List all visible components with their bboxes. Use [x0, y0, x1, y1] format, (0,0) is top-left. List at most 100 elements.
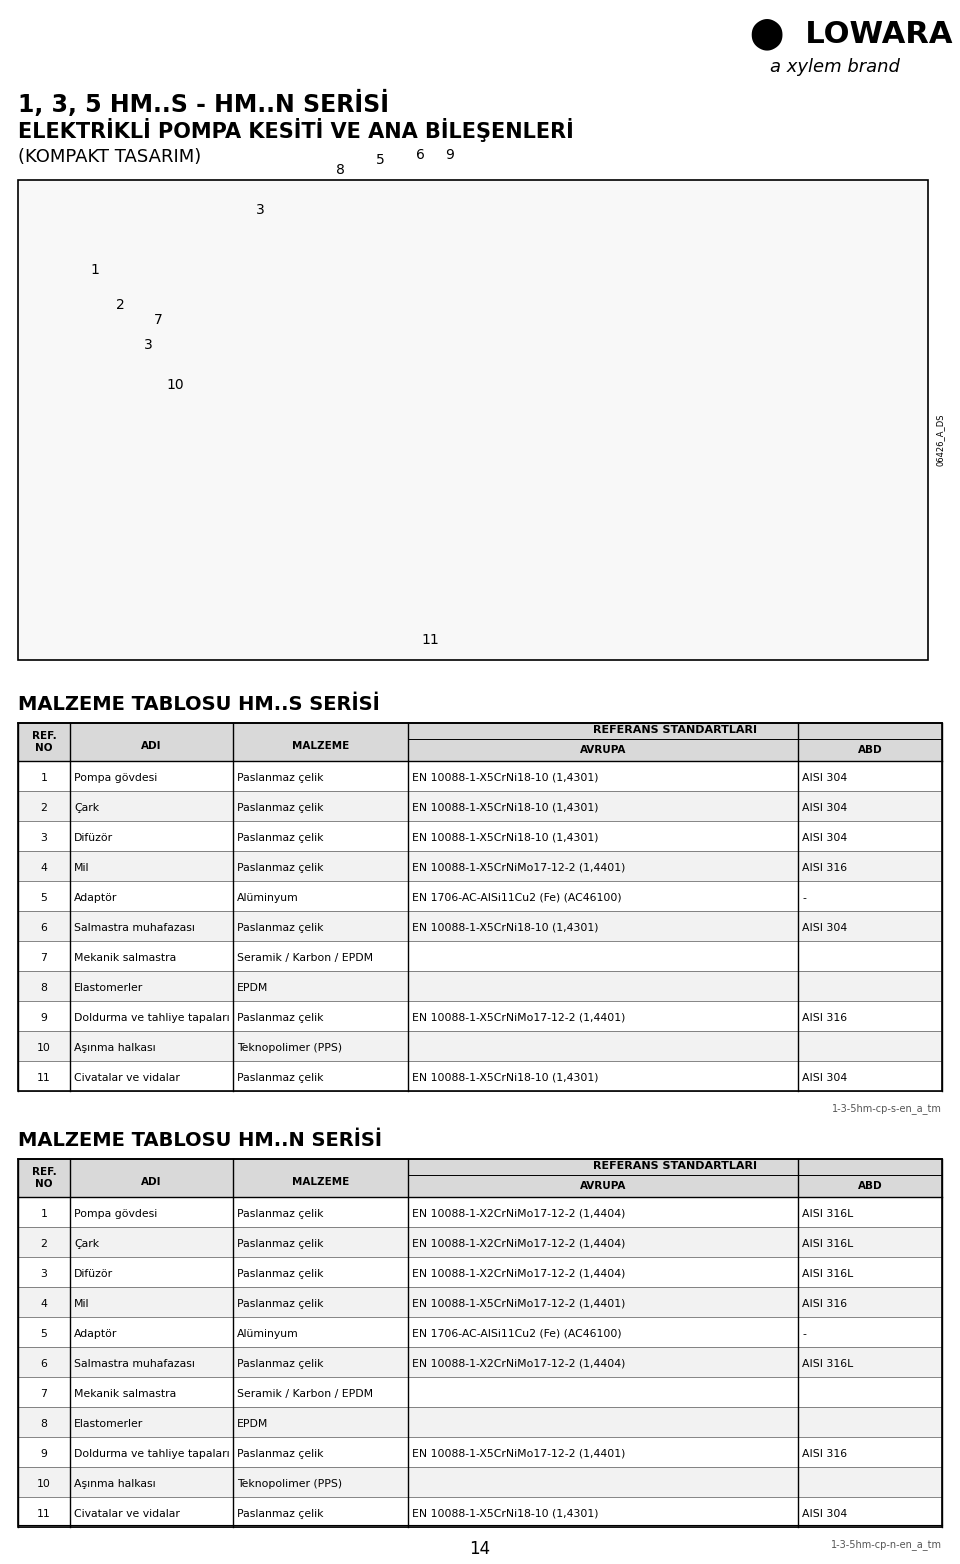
Text: Paslanmaz çelik: Paslanmaz çelik: [237, 1268, 324, 1279]
Text: EN 10088-1-X2CrNiMo17-12-2 (1,4404): EN 10088-1-X2CrNiMo17-12-2 (1,4404): [412, 1359, 625, 1368]
Text: ADI: ADI: [141, 741, 161, 751]
Bar: [18, 942, 942, 971]
Bar: [18, 971, 942, 1001]
Bar: [18, 1497, 942, 1526]
Text: Çark: Çark: [74, 802, 99, 813]
Bar: [18, 881, 942, 910]
Text: Paslanmaz çelik: Paslanmaz çelik: [237, 1359, 324, 1368]
Bar: [18, 1437, 942, 1467]
Text: Adaptör: Adaptör: [74, 893, 117, 902]
Bar: [18, 1467, 942, 1497]
Text: 10: 10: [37, 1480, 51, 1489]
Text: 1: 1: [90, 263, 100, 277]
Text: 5: 5: [375, 153, 384, 167]
Bar: [18, 1347, 942, 1376]
Text: Adaptör: Adaptör: [74, 1329, 117, 1339]
Text: EN 10088-1-X5CrNiMo17-12-2 (1,4401): EN 10088-1-X5CrNiMo17-12-2 (1,4401): [412, 863, 625, 873]
Text: EN 10088-1-X5CrNi18-10 (1,4301): EN 10088-1-X5CrNi18-10 (1,4301): [412, 923, 598, 934]
Text: 6: 6: [40, 1359, 47, 1368]
Text: 8: 8: [336, 163, 345, 177]
Text: AVRUPA: AVRUPA: [580, 1181, 626, 1192]
Text: 1-3-5hm-cp-n-en_a_tm: 1-3-5hm-cp-n-en_a_tm: [831, 1539, 942, 1550]
Text: Mekanik salmastra: Mekanik salmastra: [74, 952, 177, 963]
Text: Pompa gövdesi: Pompa gövdesi: [74, 773, 157, 784]
Bar: [18, 723, 942, 1092]
Text: 1: 1: [40, 1209, 47, 1218]
Text: AISI 316: AISI 316: [802, 1448, 847, 1459]
Text: MALZEME: MALZEME: [292, 1178, 349, 1187]
Bar: [18, 1196, 942, 1228]
Text: AISI 304: AISI 304: [802, 923, 848, 934]
Text: Elastomerler: Elastomerler: [74, 984, 143, 993]
Text: EN 10088-1-X5CrNi18-10 (1,4301): EN 10088-1-X5CrNi18-10 (1,4301): [412, 1509, 598, 1519]
Text: EN 10088-1-X5CrNi18-10 (1,4301): EN 10088-1-X5CrNi18-10 (1,4301): [412, 834, 598, 843]
Text: Paslanmaz çelik: Paslanmaz çelik: [237, 834, 324, 843]
Text: 14: 14: [469, 1541, 491, 1558]
Text: Teknopolimer (PPS): Teknopolimer (PPS): [237, 1043, 342, 1053]
Text: EN 1706-AC-AlSi11Cu2 (Fe) (AC46100): EN 1706-AC-AlSi11Cu2 (Fe) (AC46100): [412, 1329, 622, 1339]
Text: 2: 2: [40, 1239, 47, 1250]
Bar: [18, 1408, 942, 1437]
Bar: [18, 1228, 942, 1257]
Text: REFERANS STANDARTLARI: REFERANS STANDARTLARI: [593, 1160, 757, 1171]
Bar: [18, 1257, 942, 1287]
Text: 3: 3: [144, 338, 153, 352]
Text: EPDM: EPDM: [237, 984, 269, 993]
Text: 7: 7: [154, 313, 162, 327]
Text: 06426_A_DS: 06426_A_DS: [935, 414, 945, 466]
Text: MALZEME: MALZEME: [292, 741, 349, 751]
Text: Mekanik salmastra: Mekanik salmastra: [74, 1389, 177, 1400]
Text: 8: 8: [40, 1419, 47, 1429]
Text: AISI 316L: AISI 316L: [802, 1209, 853, 1218]
Text: 2: 2: [40, 802, 47, 813]
Text: EN 10088-1-X5CrNi18-10 (1,4301): EN 10088-1-X5CrNi18-10 (1,4301): [412, 773, 598, 784]
Bar: [18, 1159, 942, 1526]
Bar: [18, 723, 942, 762]
Text: Alüminyum: Alüminyum: [237, 893, 299, 902]
Text: 5: 5: [40, 1329, 47, 1339]
Text: AISI 316L: AISI 316L: [802, 1239, 853, 1250]
Text: Civatalar ve vidalar: Civatalar ve vidalar: [74, 1073, 180, 1082]
Text: Paslanmaz çelik: Paslanmaz çelik: [237, 1013, 324, 1023]
Text: EN 1706-AC-AlSi11Cu2 (Fe) (AC46100): EN 1706-AC-AlSi11Cu2 (Fe) (AC46100): [412, 893, 622, 902]
Text: AISI 304: AISI 304: [802, 1509, 848, 1519]
Text: Seramik / Karbon / EPDM: Seramik / Karbon / EPDM: [237, 952, 373, 963]
Text: Salmastra muhafazası: Salmastra muhafazası: [74, 923, 195, 934]
Bar: [18, 1376, 942, 1408]
Text: Paslanmaz çelik: Paslanmaz çelik: [237, 1509, 324, 1519]
Text: (KOMPAKT TASARIM): (KOMPAKT TASARIM): [18, 149, 202, 166]
Bar: [18, 821, 942, 851]
Text: 1: 1: [40, 773, 47, 784]
Text: Seramik / Karbon / EPDM: Seramik / Karbon / EPDM: [237, 1389, 373, 1400]
Text: Paslanmaz çelik: Paslanmaz çelik: [237, 1448, 324, 1459]
Bar: [18, 791, 942, 821]
Text: Paslanmaz çelik: Paslanmaz çelik: [237, 863, 324, 873]
Text: MALZEME TABLOSU HM..S SERİSİ: MALZEME TABLOSU HM..S SERİSİ: [18, 694, 380, 715]
Text: Paslanmaz çelik: Paslanmaz çelik: [237, 1209, 324, 1218]
Text: 3: 3: [255, 203, 264, 217]
Text: a xylem brand: a xylem brand: [770, 58, 900, 77]
Text: Doldurma ve tahliye tapaları: Doldurma ve tahliye tapaları: [74, 1448, 229, 1459]
Text: EPDM: EPDM: [237, 1419, 269, 1429]
Text: EN 10088-1-X5CrNi18-10 (1,4301): EN 10088-1-X5CrNi18-10 (1,4301): [412, 1073, 598, 1082]
Text: Mil: Mil: [74, 863, 89, 873]
Text: 1-3-5hm-cp-s-en_a_tm: 1-3-5hm-cp-s-en_a_tm: [832, 1103, 942, 1114]
Bar: [18, 1001, 942, 1031]
Text: AISI 304: AISI 304: [802, 773, 848, 784]
Text: Paslanmaz çelik: Paslanmaz çelik: [237, 802, 324, 813]
Text: ABD: ABD: [857, 744, 882, 755]
Text: 1, 3, 5 HM..S - HM..N SERİSİ: 1, 3, 5 HM..S - HM..N SERİSİ: [18, 91, 389, 117]
Text: AISI 304: AISI 304: [802, 1073, 848, 1082]
Text: REF.
NO: REF. NO: [32, 1167, 57, 1189]
Text: AISI 316: AISI 316: [802, 1013, 847, 1023]
Text: Aşınma halkası: Aşınma halkası: [74, 1043, 156, 1053]
Text: Paslanmaz çelik: Paslanmaz çelik: [237, 1300, 324, 1309]
Text: Paslanmaz çelik: Paslanmaz çelik: [237, 773, 324, 784]
Text: Paslanmaz çelik: Paslanmaz çelik: [237, 1239, 324, 1250]
Bar: [18, 1031, 942, 1060]
Text: 2: 2: [115, 299, 125, 311]
Text: Salmastra muhafazası: Salmastra muhafazası: [74, 1359, 195, 1368]
Text: 3: 3: [40, 834, 47, 843]
Text: 4: 4: [40, 863, 47, 873]
Text: EN 10088-1-X2CrNiMo17-12-2 (1,4404): EN 10088-1-X2CrNiMo17-12-2 (1,4404): [412, 1239, 625, 1250]
